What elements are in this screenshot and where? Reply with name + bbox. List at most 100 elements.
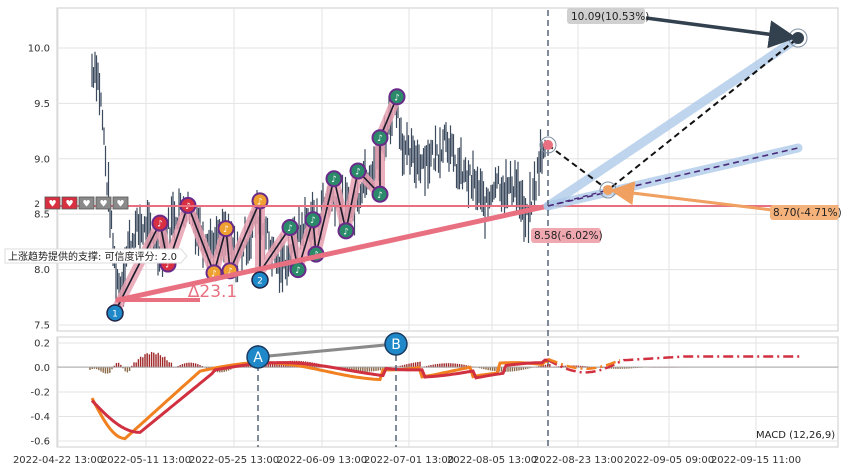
note-marker-circle-4 (217, 220, 235, 238)
note-marker-6: ♪ (251, 192, 269, 210)
macd-label: MACD (12,26,9) (756, 430, 835, 441)
note-marker-16: ♪ (388, 88, 406, 106)
current-price-marker (539, 136, 557, 154)
pattern-icon-count: 2 (34, 200, 40, 210)
note-marker-circle-6 (251, 192, 269, 210)
x-tick-6: 2022-08-23 13:00 (533, 455, 623, 466)
price-y-axis: 7.5 8.0 8.5 9.0 9.5 10.0 (28, 44, 50, 332)
pattern-icon-glyph-4: ♥ (116, 200, 124, 210)
note-icon-16: ♪ (394, 93, 400, 103)
pattern-icon-1: ♥ (61, 196, 78, 210)
note-icon-12: ♪ (343, 227, 349, 237)
macd-y-tick-2: -0.2 (30, 388, 50, 399)
macd-y-tick-4: 0.2 (34, 339, 50, 350)
pattern-icon-4: ♥ (112, 196, 129, 210)
x-tick-1: 2022-05-11 13:00 (101, 455, 191, 466)
note-icon-14: ♪ (377, 191, 383, 201)
macd-point-a: A (246, 345, 270, 369)
annotation-arrow-down (610, 181, 773, 212)
support-tooltip-box (4, 248, 188, 264)
note-marker-12: ♪ (337, 222, 355, 240)
note-marker-7: ♪ (281, 218, 299, 236)
note-marker-circle-11 (325, 170, 343, 188)
note-marker-0: ♪ (151, 214, 169, 232)
projection-label-up: 10.09(10.53%) (571, 11, 649, 23)
macd-y-axis: -0.6 -0.4 -0.2 0.0 0.2 (30, 339, 50, 448)
projection-dash-trend (547, 189, 609, 207)
note-icon-9: ♪ (310, 216, 316, 226)
macd-y-tick-1: -0.4 (30, 412, 50, 423)
note-marker-4: ♪ (217, 220, 235, 238)
x-tick-8: 2022-09-15 11:00 (711, 455, 801, 466)
projection-label-mid: 8.70(-4.71%) (773, 207, 842, 219)
projection-label-up-box (567, 8, 645, 24)
macd-signal-line (90, 358, 548, 434)
note-marker-circle-9 (304, 211, 322, 229)
macd-y-tick-0: -0.6 (30, 437, 50, 448)
pattern-icon-box-4 (112, 196, 129, 210)
projection-dash-mid (547, 147, 799, 207)
price-y-tick-0: 7.5 (34, 321, 50, 332)
projection-label-mid-box (770, 205, 839, 220)
marker-2: 2 (251, 271, 269, 289)
note-marker-11: ♪ (325, 170, 343, 188)
pattern-icon-glyph-0: ♥ (48, 200, 56, 210)
pattern-icon-glyph-1: ♥ (65, 200, 73, 210)
x-tick-4: 2022-07-01 13:00 (364, 455, 454, 466)
annotation-arrow-up (645, 16, 797, 49)
note-marker-9: ♪ (304, 211, 322, 229)
pattern-icon-strip: ♥ ♥ ♥ ♥ ♥ 2 (34, 196, 129, 210)
note-icon-7: ♪ (287, 224, 293, 234)
pattern-icon-glyph-3: ♥ (99, 200, 107, 210)
svg-text:B: B (391, 337, 401, 353)
support-tooltip-text: 上涨趋势提供的支撑: 可信度评分: 2.0 (8, 250, 177, 263)
trend-angle-label: ∆23.1 (187, 282, 237, 302)
note-marker-circle-16 (388, 88, 406, 106)
note-icon-1: ♪ (165, 261, 171, 271)
note-icon-11: ♪ (331, 175, 337, 185)
target-marker-mid-dot (603, 185, 613, 195)
pattern-icon-glyph-2: ♥ (82, 200, 90, 210)
price-y-tick-2: 8.5 (34, 210, 50, 221)
x-tick-0: 2022-04-22 13:00 (13, 455, 103, 466)
note-icon-15: ♪ (377, 134, 383, 144)
price-y-tick-5: 10.0 (28, 44, 50, 55)
note-icon-3: ♪ (211, 269, 217, 279)
price-y-tick-4: 9.5 (34, 99, 50, 110)
note-marker-circle-0 (151, 214, 169, 232)
marker-1: 1 (106, 304, 124, 322)
note-marker-circle-14 (371, 185, 389, 203)
pattern-icon-2: ♥ (78, 196, 95, 210)
note-icon-0: ♪ (157, 220, 163, 230)
macd-ab-connector (257, 342, 397, 359)
macd-forecast-line-2 (547, 357, 621, 370)
projection-halo-up (543, 33, 803, 211)
note-icon-5: ♪ (227, 267, 233, 277)
pattern-icon-3: ♥ (95, 196, 112, 210)
note-marker-circle-15 (371, 129, 389, 147)
note-marker-14: ♪ (371, 185, 389, 203)
note-icon-4: ♪ (223, 225, 229, 235)
pattern-icon-box-0 (44, 196, 61, 210)
x-tick-7: 2022-09-05 09:00 (624, 455, 714, 466)
x-tick-2: 2022-05-25 13:00 (189, 455, 279, 466)
note-marker-circle-12 (337, 222, 355, 240)
note-icon-6: ♪ (257, 197, 263, 207)
macd-point-b: B (384, 332, 408, 356)
pattern-icon-box-1 (61, 196, 78, 210)
trend-support-line (115, 203, 551, 303)
svg-text:2: 2 (257, 277, 263, 287)
projection-label-low-box (531, 228, 601, 243)
note-marker-13: ♪ (349, 162, 367, 180)
svg-text:A: A (253, 350, 263, 366)
pattern-icon-box-2 (78, 196, 95, 210)
note-icon-13: ♪ (355, 167, 361, 177)
macd-forecast-line (547, 355, 800, 374)
projection-label-low: 8.58(-6.02%) (534, 230, 603, 242)
x-tick-5: 2022-08-05 13:00 (447, 455, 537, 466)
note-marker-circle-7 (281, 218, 299, 236)
pattern-icon-box-3 (95, 196, 112, 210)
macd-y-tick-3: 0.0 (34, 363, 50, 374)
